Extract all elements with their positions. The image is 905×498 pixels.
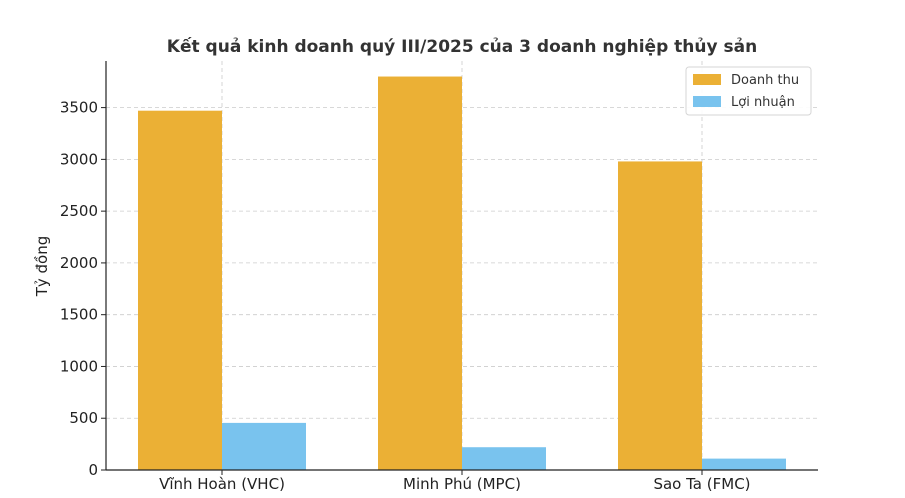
bar-doanh-thu bbox=[138, 110, 222, 470]
y-axis-label: Tỷ đồng bbox=[33, 236, 51, 298]
y-tick-label: 1000 bbox=[60, 357, 98, 375]
x-tick-label: Minh Phú (MPC) bbox=[403, 475, 521, 493]
y-tick-label: 2000 bbox=[60, 254, 98, 272]
x-tick-label: Vĩnh Hoàn (VHC) bbox=[159, 475, 285, 493]
bar-loi-nhuan bbox=[462, 447, 546, 470]
chart-title: Kết quả kinh doanh quý III/2025 của 3 do… bbox=[167, 36, 757, 57]
bar-loi-nhuan bbox=[702, 458, 786, 470]
x-tick-label: Sao Ta (FMC) bbox=[653, 475, 750, 493]
legend-label: Doanh thu bbox=[731, 73, 799, 88]
y-tick-label: 1500 bbox=[60, 306, 98, 324]
bars bbox=[138, 76, 786, 470]
y-tick-label: 2500 bbox=[60, 202, 98, 220]
y-tick-label: 3000 bbox=[60, 150, 98, 168]
legend-swatch bbox=[693, 96, 721, 107]
bar-doanh-thu bbox=[618, 161, 702, 470]
bar-doanh-thu bbox=[378, 76, 462, 470]
axes: 0 500 1000 1500 2000 2500 3000 3500 Vĩnh Hoàn (V… bbox=[60, 61, 818, 493]
y-tick-label: 500 bbox=[69, 409, 98, 427]
legend-label: Lợi nhuận bbox=[731, 95, 795, 110]
y-tick-label: 3500 bbox=[60, 99, 98, 117]
legend-swatch bbox=[693, 74, 721, 85]
bar-loi-nhuan bbox=[222, 422, 306, 470]
legend: Doanh thu Lợi nhuận bbox=[685, 66, 812, 116]
y-tick-label: 0 bbox=[88, 461, 98, 479]
